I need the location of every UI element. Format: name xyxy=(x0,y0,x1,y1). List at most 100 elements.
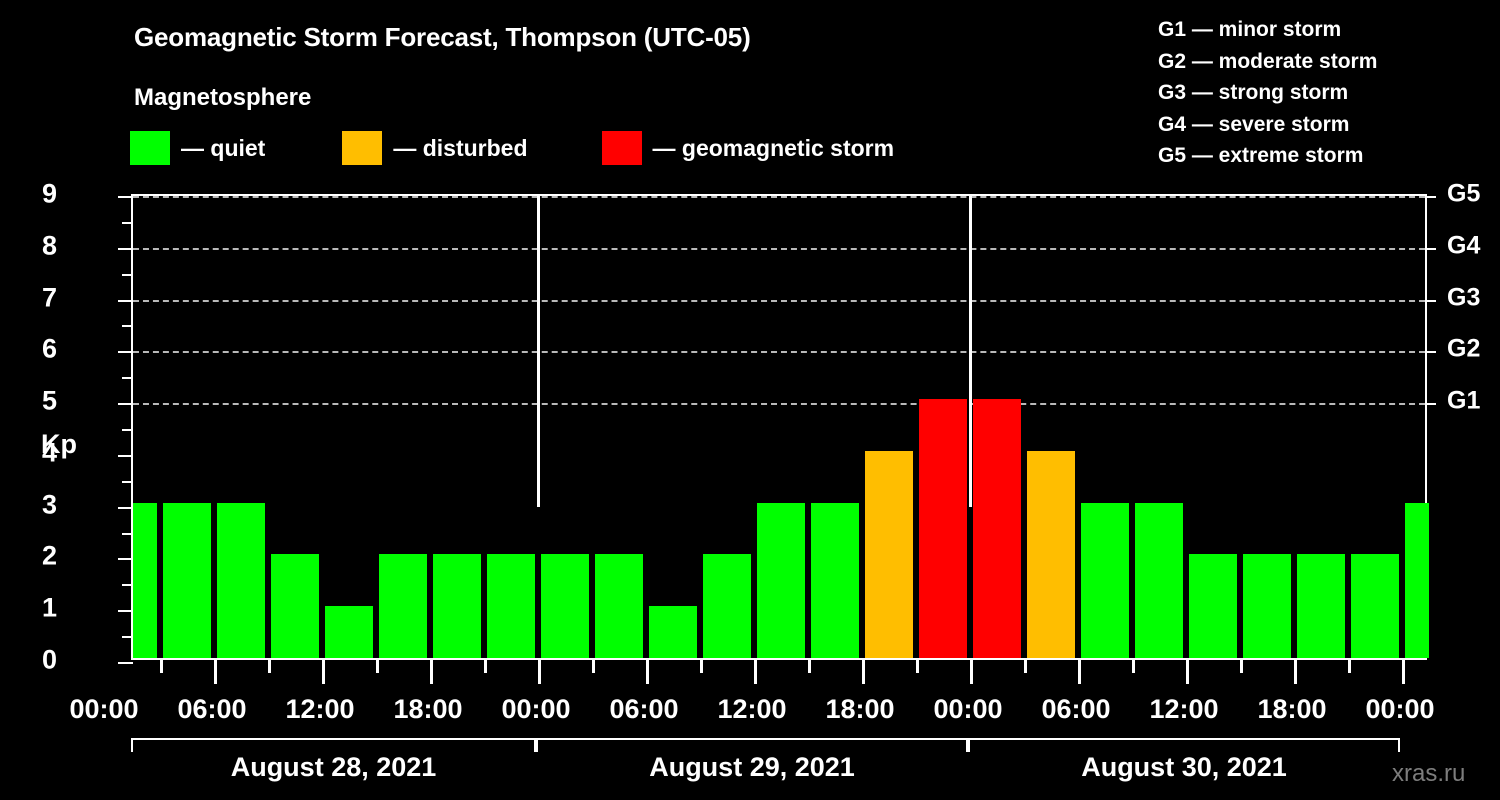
x-tick xyxy=(646,658,649,684)
storm-swatch xyxy=(601,131,642,165)
y-tick xyxy=(118,662,133,664)
y-axis-label: 3 xyxy=(41,489,57,520)
day-bracket xyxy=(131,738,536,752)
bar xyxy=(1135,502,1183,658)
bar xyxy=(1081,502,1129,658)
bar xyxy=(811,502,859,658)
gridline-kp-5 xyxy=(133,403,1425,406)
bar xyxy=(1027,450,1075,658)
g-scale-line: G2 — moderate storm xyxy=(1158,49,1378,73)
y-axis-label: 4 xyxy=(41,437,57,468)
x-tick xyxy=(484,658,487,673)
gridline-kp-9 xyxy=(133,196,1425,198)
magnetosphere-legend: — quiet — disturbed — geomagnetic storm xyxy=(130,131,894,165)
x-axis-label: 00:00 xyxy=(69,694,139,724)
y-tick-minor xyxy=(122,584,133,587)
gridline-kp-6 xyxy=(133,351,1425,354)
g-scale-line: G1 — minor storm xyxy=(1158,18,1342,41)
x-tick xyxy=(160,658,163,673)
bar xyxy=(595,554,643,658)
y-tick xyxy=(118,610,133,613)
watermark: xras.ru xyxy=(1392,760,1466,787)
gridline-kp-7 xyxy=(133,299,1425,302)
x-tick xyxy=(268,658,271,673)
bar xyxy=(1189,554,1237,658)
y-tick-minor xyxy=(122,429,133,431)
quiet-swatch xyxy=(130,131,170,165)
y-axis-label: 5 xyxy=(41,385,57,416)
y-tick-minor xyxy=(122,221,133,224)
y-axis-title: Kp xyxy=(41,429,77,459)
y-axis-label: 2 xyxy=(41,540,57,571)
x-tick xyxy=(808,658,811,673)
y-tick-minor xyxy=(122,377,133,380)
y-tick-minor xyxy=(122,273,133,276)
legend-item-storm: — geomagnetic storm xyxy=(601,131,895,165)
x-axis-label: 12:00 xyxy=(717,694,787,724)
x-tick xyxy=(862,658,865,684)
y-axis-label: 0 xyxy=(41,644,57,675)
g-axis-label-g2: G2 xyxy=(1447,334,1481,363)
x-tick xyxy=(754,658,757,684)
bar xyxy=(865,450,913,658)
x-tick xyxy=(430,658,433,684)
g-tick-g3 xyxy=(1425,299,1436,302)
x-axis-label: 06:00 xyxy=(1041,694,1111,724)
y-axis-label: 6 xyxy=(41,333,57,364)
y-tick-minor xyxy=(122,532,133,535)
y-axis-label: 1 xyxy=(41,592,57,623)
x-axis-label: 00:00 xyxy=(1365,694,1435,724)
y-tick xyxy=(118,506,133,509)
x-tick xyxy=(592,658,595,673)
g-scale-legend: G1 — minor storm G2 — moderate storm G3 … xyxy=(1158,14,1488,172)
bar xyxy=(973,399,1021,658)
x-axis-label: 00:00 xyxy=(933,694,1003,724)
legend-item-disturbed: — disturbed xyxy=(342,131,528,165)
g-scale-line: G5 — extreme storm xyxy=(1158,144,1364,167)
bar xyxy=(433,554,481,658)
y-tick xyxy=(118,454,133,457)
x-tick xyxy=(1078,658,1081,684)
bar xyxy=(379,554,427,658)
y-tick xyxy=(118,351,133,354)
g-tick-g1 xyxy=(1425,403,1436,406)
legend-label-quiet: — quiet xyxy=(181,134,266,161)
y-tick-minor xyxy=(122,325,133,328)
x-tick xyxy=(1024,658,1027,673)
y-tick-minor xyxy=(122,480,133,483)
chart-plot-inner xyxy=(133,196,1429,658)
disturbed-swatch xyxy=(342,131,383,165)
bar xyxy=(541,554,589,658)
y-tick xyxy=(118,299,133,302)
bar xyxy=(1351,554,1399,658)
bar xyxy=(1243,554,1291,658)
bar xyxy=(703,554,751,658)
y-tick xyxy=(118,196,133,198)
day-label: August 28, 2021 xyxy=(230,752,437,782)
g-tick-g5 xyxy=(1425,196,1436,198)
x-axis-label: 06:00 xyxy=(177,694,247,724)
x-tick xyxy=(1348,658,1351,673)
bar xyxy=(649,606,697,658)
x-tick xyxy=(1402,658,1405,684)
bar xyxy=(133,502,157,658)
x-tick xyxy=(1294,658,1297,684)
y-axis-label: 7 xyxy=(41,282,57,313)
x-tick xyxy=(1240,658,1243,673)
gridline-kp-8 xyxy=(133,247,1425,250)
x-tick xyxy=(700,658,703,673)
g-scale-line: G3 — strong storm xyxy=(1158,81,1349,104)
x-axis-label: 12:00 xyxy=(285,694,355,724)
x-axis-label: 18:00 xyxy=(393,694,463,724)
bar xyxy=(217,502,265,658)
x-tick xyxy=(1186,658,1189,684)
g-axis-label-g5: G5 xyxy=(1447,179,1481,208)
day-bracket xyxy=(536,738,968,752)
legend-label-storm: — geomagnetic storm xyxy=(652,134,895,161)
g-scale-line: G4 — severe storm xyxy=(1158,112,1350,136)
y-axis-label: 9 xyxy=(41,178,57,209)
bar xyxy=(1405,502,1429,658)
day-label: August 29, 2021 xyxy=(649,752,855,782)
g-tick-g4 xyxy=(1425,247,1436,250)
g-axis-label-g4: G4 xyxy=(1447,231,1481,260)
